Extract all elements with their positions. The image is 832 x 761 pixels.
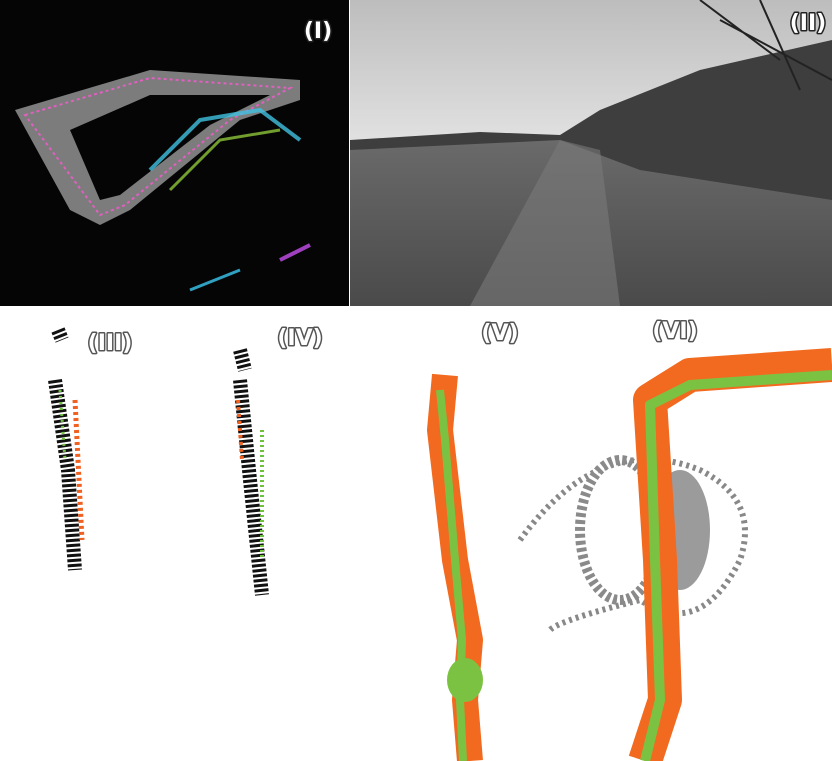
panel-map: (I) (0, 0, 349, 306)
figure: (I) (II) (III) (IV) (V) (VI) (0, 0, 832, 761)
panel-photo: (II) (350, 0, 832, 306)
panel-label: (VI) (652, 319, 697, 344)
panel-label: (II) (790, 11, 826, 36)
panel-scan-iv: (IV) (238, 326, 323, 595)
panel-label: (IV) (277, 326, 322, 351)
panel-scan-v: (V) (440, 321, 519, 761)
panel-label: (III) (88, 331, 133, 356)
panel-scan-iii: (III) (55, 330, 132, 570)
panel-label: (I) (304, 19, 332, 44)
panel-label: (V) (481, 321, 518, 346)
panel-scan-vi: (VI) (520, 319, 832, 761)
